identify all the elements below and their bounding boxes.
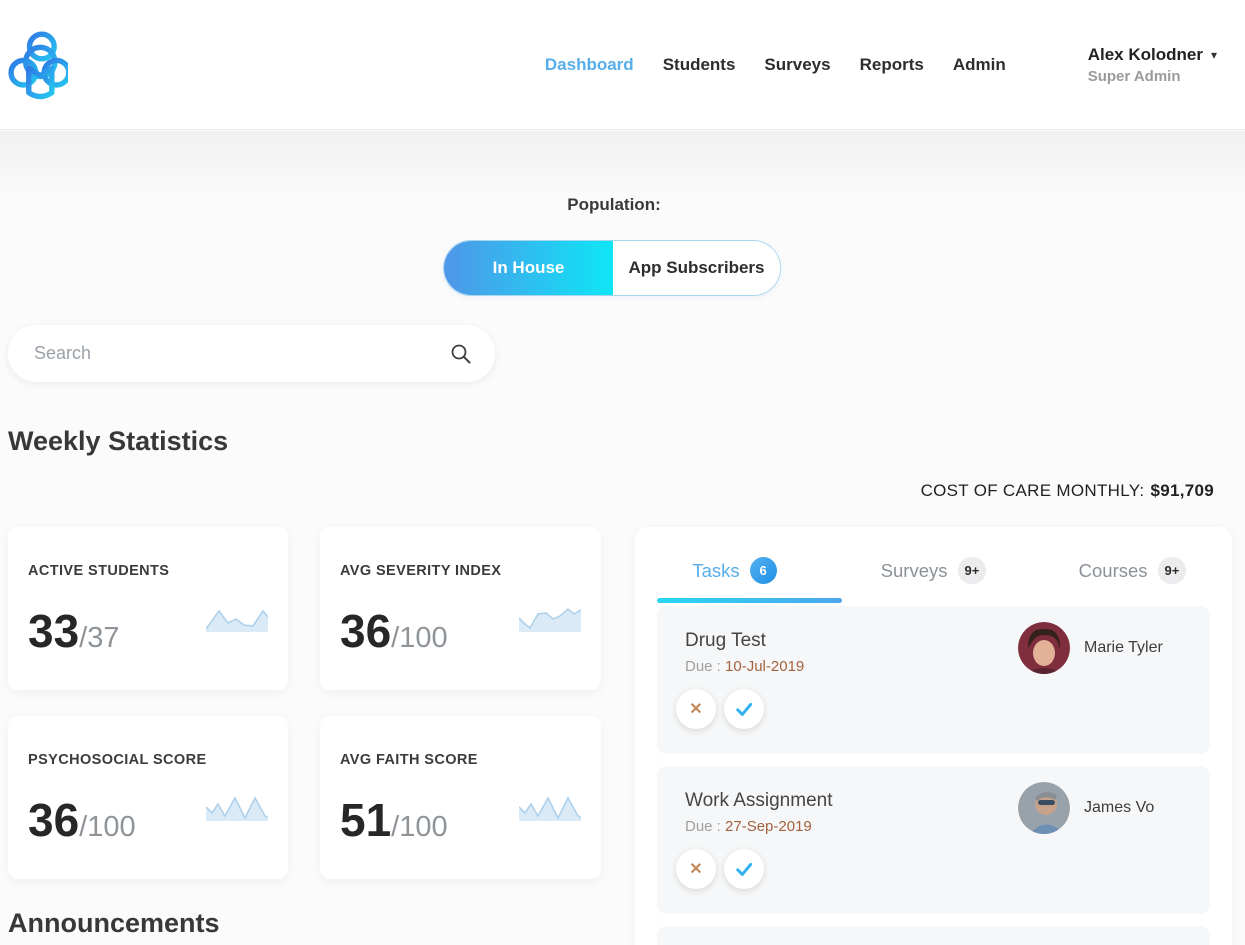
sparkline-chart (206, 796, 268, 821)
weekly-statistics-title: Weekly Statistics (8, 426, 229, 456)
due-date: 27-Sep-2019 (725, 818, 812, 835)
complete-task-button[interactable] (724, 689, 764, 729)
task-actions: ✕ (676, 689, 1182, 729)
sparkline-chart (206, 609, 268, 632)
check-icon (736, 702, 753, 716)
task-title: Drug Test (685, 630, 766, 651)
assignee: Marie Tyler (1018, 622, 1163, 674)
population-toggle: In House App Subscribers (443, 240, 781, 296)
assignee-name: Marie Tyler (1084, 639, 1163, 656)
nav-admin[interactable]: Admin (952, 54, 1006, 74)
stat-denominator: /37 (79, 622, 120, 654)
search-input[interactable] (34, 343, 449, 364)
main-nav: Dashboard Students Surveys Reports Admin (545, 55, 1006, 75)
stat-value: 51 (340, 794, 392, 846)
task-list: Drug Test Due : 10-Jul-2019 ✕ (635, 606, 1232, 945)
user-name: Alex Kolodner (1087, 44, 1203, 64)
stat-label: AVG SEVERITY INDEX (340, 563, 502, 579)
x-icon: ✕ (689, 701, 703, 718)
user-menu[interactable]: Alex Kolodner ▾ Super Admin (1088, 45, 1217, 85)
search-icon[interactable] (449, 342, 473, 366)
check-icon (736, 862, 753, 876)
stat-label: AVG FAITH SCORE (340, 752, 478, 768)
header: Dashboard Students Surveys Reports Admin… (0, 0, 1245, 130)
task-item[interactable]: Work Assignment Due : 27-Sep-2019 ✕ (657, 766, 1210, 914)
sparkline-chart (519, 796, 581, 821)
stat-card-active-students: ACTIVE STUDENTS 33 /37 (8, 527, 288, 690)
cost-value: $91,709 (1150, 481, 1214, 500)
x-icon: ✕ (689, 861, 703, 878)
stat-denominator: /100 (391, 811, 448, 843)
sparkline-chart (519, 607, 581, 632)
chevron-down-icon: ▾ (1210, 47, 1217, 62)
cost-label: COST OF CARE MONTHLY: (920, 481, 1145, 500)
stat-value: 36 (340, 605, 392, 657)
tab-courses[interactable]: Courses 9+ (1033, 557, 1232, 584)
reject-task-button[interactable]: ✕ (676, 689, 716, 729)
tab-label: Courses (1078, 559, 1148, 581)
due-label: Due : (685, 818, 721, 835)
surveys-count-badge: 9+ (957, 557, 987, 584)
task-item-partial[interactable] (657, 926, 1210, 945)
active-tab-indicator (657, 598, 842, 603)
nav-students[interactable]: Students (662, 54, 736, 74)
stat-value: 36 (28, 794, 80, 846)
stat-label: ACTIVE STUDENTS (28, 563, 170, 579)
task-item[interactable]: Drug Test Due : 10-Jul-2019 ✕ (657, 606, 1210, 754)
nav-dashboard[interactable]: Dashboard (544, 54, 634, 74)
tab-tasks[interactable]: Tasks 6 (635, 557, 834, 584)
panel-tabs: Tasks 6 Surveys 9+ Courses 9+ (635, 527, 1232, 584)
announcements-title: Announcements (8, 908, 220, 938)
tab-surveys[interactable]: Surveys 9+ (834, 557, 1033, 584)
stat-card-avg-severity-index: AVG SEVERITY INDEX 36 /100 (320, 527, 601, 690)
courses-count-badge: 9+ (1157, 557, 1187, 584)
stat-denominator: /100 (79, 811, 136, 843)
task-title: Work Assignment (685, 790, 833, 811)
toggle-in-house[interactable]: In House (444, 241, 613, 295)
tasks-count-badge: 6 (749, 557, 777, 584)
cost-of-care: COST OF CARE MONTHLY: $91,709 (921, 481, 1214, 501)
stat-denominator: /100 (391, 622, 448, 654)
assignee-name: James Vo (1084, 799, 1155, 816)
user-role: Super Admin (1087, 67, 1181, 85)
reject-task-button[interactable]: ✕ (676, 849, 716, 889)
avatar (1018, 782, 1070, 834)
task-due: Due : 10-Jul-2019 (685, 658, 1182, 675)
stat-label: PSYCHOSOCIAL SCORE (28, 752, 207, 768)
stat-cards-grid: ACTIVE STUDENTS 33 /37 AVG SEVERITY INDE… (8, 527, 601, 879)
tasks-panel: Tasks 6 Surveys 9+ Courses 9+ Drug Test (635, 527, 1232, 945)
tab-label: Surveys (880, 559, 948, 581)
due-date: 10-Jul-2019 (725, 658, 805, 675)
stat-value: 33 (28, 605, 80, 657)
task-actions: ✕ (676, 849, 1182, 889)
nav-surveys[interactable]: Surveys (764, 54, 831, 74)
assignee: James Vo (1018, 782, 1154, 834)
population-label: Population: (567, 195, 661, 214)
app-logo-icon[interactable] (8, 26, 72, 104)
tab-label: Tasks (692, 559, 740, 581)
search-bar (8, 325, 495, 382)
avatar (1018, 622, 1070, 674)
nav-reports[interactable]: Reports (859, 54, 924, 74)
complete-task-button[interactable] (724, 849, 764, 889)
due-label: Due : (685, 658, 721, 675)
main-content: Population: In House App Subscribers Wee… (0, 131, 1245, 945)
toggle-app-subscribers[interactable]: App Subscribers (613, 241, 780, 295)
task-due: Due : 27-Sep-2019 (685, 818, 1182, 835)
stat-card-avg-faith-score: AVG FAITH SCORE 51 /100 (320, 716, 601, 879)
stat-card-psychosocial-score: PSYCHOSOCIAL SCORE 36 /100 (8, 716, 288, 879)
